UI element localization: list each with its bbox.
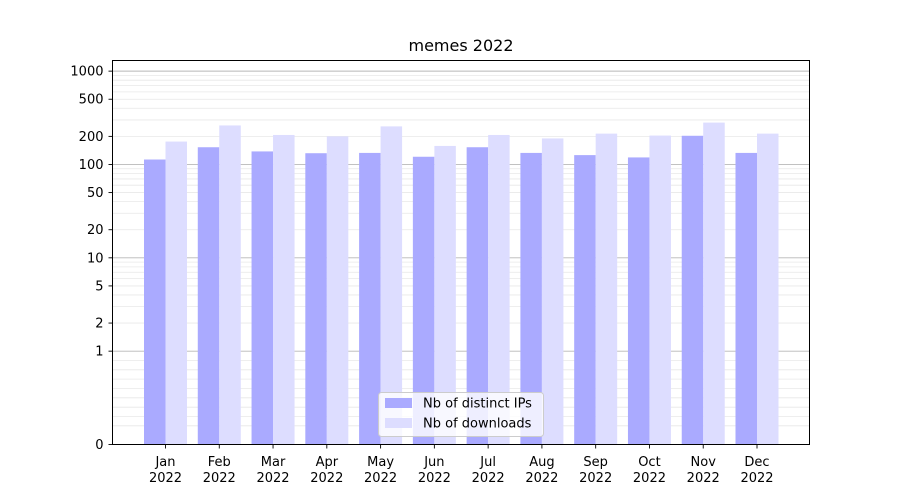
legend: Nb of distinct IPs Nb of downloads bbox=[378, 392, 544, 437]
x-tick-month: Feb bbox=[208, 455, 231, 470]
y-axis-ticks: 0 1 2 5 10 20 50 100 200 500 1000 bbox=[70, 65, 113, 453]
x-tick-year: 2022 bbox=[687, 471, 720, 486]
x-tick-label: Mar 2022 bbox=[256, 455, 289, 486]
bar-distinct-ips bbox=[520, 152, 542, 445]
y-tick-label: 0 bbox=[95, 438, 103, 453]
x-tick-month: Dec bbox=[744, 455, 769, 470]
legend-swatch bbox=[385, 398, 412, 408]
bar-downloads bbox=[326, 136, 349, 445]
x-tick-month: Jul bbox=[479, 455, 496, 470]
y-tick-label: 1 bbox=[95, 345, 103, 360]
bar-distinct-ips bbox=[735, 152, 757, 445]
bar-downloads bbox=[165, 141, 187, 445]
legend-label: Nb of distinct IPs bbox=[423, 397, 532, 412]
bar-downloads bbox=[541, 138, 564, 445]
x-tick-month: Oct bbox=[638, 455, 660, 470]
bar-downloads bbox=[595, 133, 618, 445]
x-tick-label: Jul 2022 bbox=[472, 455, 505, 486]
y-tick-label: 100 bbox=[79, 158, 104, 173]
x-tick-year: 2022 bbox=[364, 471, 397, 486]
x-tick-label: Oct 2022 bbox=[633, 455, 666, 486]
bar-distinct-ips bbox=[466, 147, 489, 445]
x-tick-month: May bbox=[367, 455, 394, 470]
bar-distinct-ips bbox=[197, 147, 220, 445]
bar-downloads bbox=[434, 145, 456, 445]
x-tick-year: 2022 bbox=[256, 471, 289, 486]
chart-title: memes 2022 bbox=[409, 36, 514, 55]
bar-distinct-ips bbox=[305, 153, 327, 445]
bar-distinct-ips bbox=[681, 135, 704, 445]
y-tick-label: 1000 bbox=[70, 65, 103, 80]
bar-downloads bbox=[757, 133, 779, 445]
y-tick-label: 5 bbox=[95, 279, 103, 294]
bar-distinct-ips bbox=[574, 155, 596, 445]
x-tick-year: 2022 bbox=[579, 471, 612, 486]
bar-distinct-ips bbox=[412, 156, 435, 445]
x-tick-month: Sep bbox=[583, 455, 608, 470]
x-tick-label: Sep 2022 bbox=[579, 455, 612, 486]
x-tick-month: Jan bbox=[154, 455, 175, 470]
x-tick-month: Nov bbox=[691, 455, 717, 470]
bar-downloads bbox=[488, 134, 510, 445]
y-tick-label: 10 bbox=[87, 251, 104, 266]
x-tick-year: 2022 bbox=[149, 471, 182, 486]
bar-downloads bbox=[649, 135, 671, 445]
axes bbox=[112, 60, 810, 445]
bar-downloads bbox=[380, 126, 403, 445]
y-tick-label: 500 bbox=[79, 93, 104, 108]
bar-distinct-ips bbox=[144, 159, 166, 445]
x-tick-year: 2022 bbox=[740, 471, 773, 486]
legend-label: Nb of downloads bbox=[423, 417, 532, 432]
x-tick-month: Apr bbox=[316, 455, 339, 470]
x-tick-month: Aug bbox=[529, 455, 554, 470]
y-tick-label: 20 bbox=[87, 223, 104, 238]
bar-downloads bbox=[219, 125, 241, 445]
legend-box bbox=[378, 392, 544, 437]
x-tick-label: Jan 2022 bbox=[149, 455, 182, 486]
y-tick-label: 200 bbox=[79, 130, 104, 145]
plot-frame bbox=[112, 60, 810, 445]
x-tick-month: Mar bbox=[261, 455, 286, 470]
bars bbox=[144, 122, 779, 445]
y-tick-label: 50 bbox=[87, 186, 104, 201]
bar-distinct-ips bbox=[627, 157, 650, 445]
y-tick-label: 2 bbox=[95, 317, 103, 332]
bar-distinct-ips bbox=[359, 152, 381, 445]
x-tick-year: 2022 bbox=[472, 471, 505, 486]
x-tick-label: Aug 2022 bbox=[525, 455, 558, 486]
x-tick-month: Jun bbox=[423, 455, 444, 470]
x-tick-label: Apr 2022 bbox=[310, 455, 343, 486]
x-tick-label: Feb 2022 bbox=[203, 455, 236, 486]
x-tick-year: 2022 bbox=[203, 471, 236, 486]
x-tick-year: 2022 bbox=[633, 471, 666, 486]
x-tick-year: 2022 bbox=[310, 471, 343, 486]
x-tick-label: Jun 2022 bbox=[418, 455, 451, 486]
x-tick-label: Nov 2022 bbox=[687, 455, 720, 486]
x-tick-year: 2022 bbox=[418, 471, 451, 486]
x-tick-label: May 2022 bbox=[364, 455, 397, 486]
bar-downloads bbox=[273, 134, 295, 445]
x-tick-year: 2022 bbox=[525, 471, 558, 486]
bar-downloads bbox=[703, 122, 725, 445]
legend-swatch bbox=[385, 418, 412, 428]
x-tick-label: Dec 2022 bbox=[740, 455, 773, 486]
bar-distinct-ips bbox=[251, 151, 274, 445]
